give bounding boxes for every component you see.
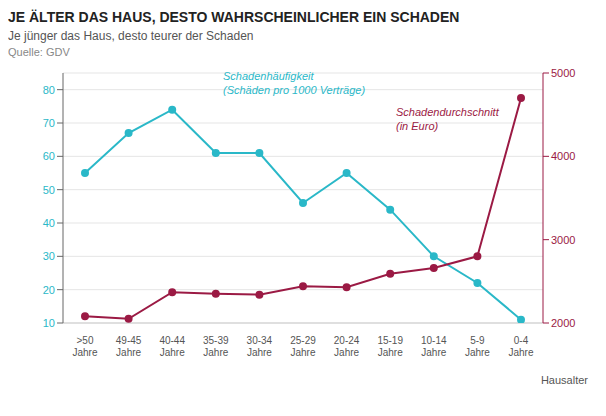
svg-text:30: 30 bbox=[43, 250, 55, 262]
svg-text:80: 80 bbox=[43, 84, 55, 96]
html-text:Je jünger das Haus, desto teur: Je jünger das Haus, desto teurer der Sch… bbox=[8, 29, 254, 43]
html-text:Schadenhäufigkeit (Schäden pro: Schadenhäufigkeit (Schäden pro 1000 Vert… bbox=[223, 70, 366, 96]
html-text:Schadendurchschnitt (in Euro): Schadendurchschnitt (in Euro) bbox=[396, 106, 499, 132]
svg-text:4000: 4000 bbox=[551, 150, 575, 162]
svg-text:5-9Jahre: 5-9Jahre bbox=[465, 335, 490, 358]
svg-text:35-39Jahre: 35-39Jahre bbox=[203, 335, 229, 358]
html-text:Quelle: GDV: Quelle: GDV bbox=[8, 46, 70, 58]
svg-text:50: 50 bbox=[43, 184, 55, 196]
svg-text:60: 60 bbox=[43, 150, 55, 162]
svg-text:3000: 3000 bbox=[551, 234, 575, 246]
svg-text:25-29Jahre: 25-29Jahre bbox=[290, 335, 316, 358]
svg-text:70: 70 bbox=[43, 117, 55, 129]
svg-text:30-34Jahre: 30-34Jahre bbox=[247, 335, 273, 358]
svg-text:10-14Jahre: 10-14Jahre bbox=[421, 335, 447, 358]
svg-text:40-44Jahre: 40-44Jahre bbox=[159, 335, 185, 358]
svg-text:10: 10 bbox=[43, 317, 55, 329]
svg-text:5000: 5000 bbox=[551, 67, 575, 79]
svg-text:0-4Jahre: 0-4Jahre bbox=[508, 335, 533, 358]
html-text:Hausalter: Hausalter bbox=[540, 374, 588, 386]
html-text:JE ÄLTER DAS HAUS, DESTO WAHRS: JE ÄLTER DAS HAUS, DESTO WAHRSCHEINLICHE… bbox=[8, 9, 460, 25]
svg-text:2000: 2000 bbox=[551, 317, 575, 329]
svg-text:49-45Jahre: 49-45Jahre bbox=[116, 335, 142, 358]
svg-text:15-19Jahre: 15-19Jahre bbox=[377, 335, 403, 358]
svg-text:20: 20 bbox=[43, 284, 55, 296]
svg-text:>50Jahre: >50Jahre bbox=[72, 335, 97, 358]
svg-text:40: 40 bbox=[43, 217, 55, 229]
svg-text:20-24Jahre: 20-24Jahre bbox=[334, 335, 360, 358]
